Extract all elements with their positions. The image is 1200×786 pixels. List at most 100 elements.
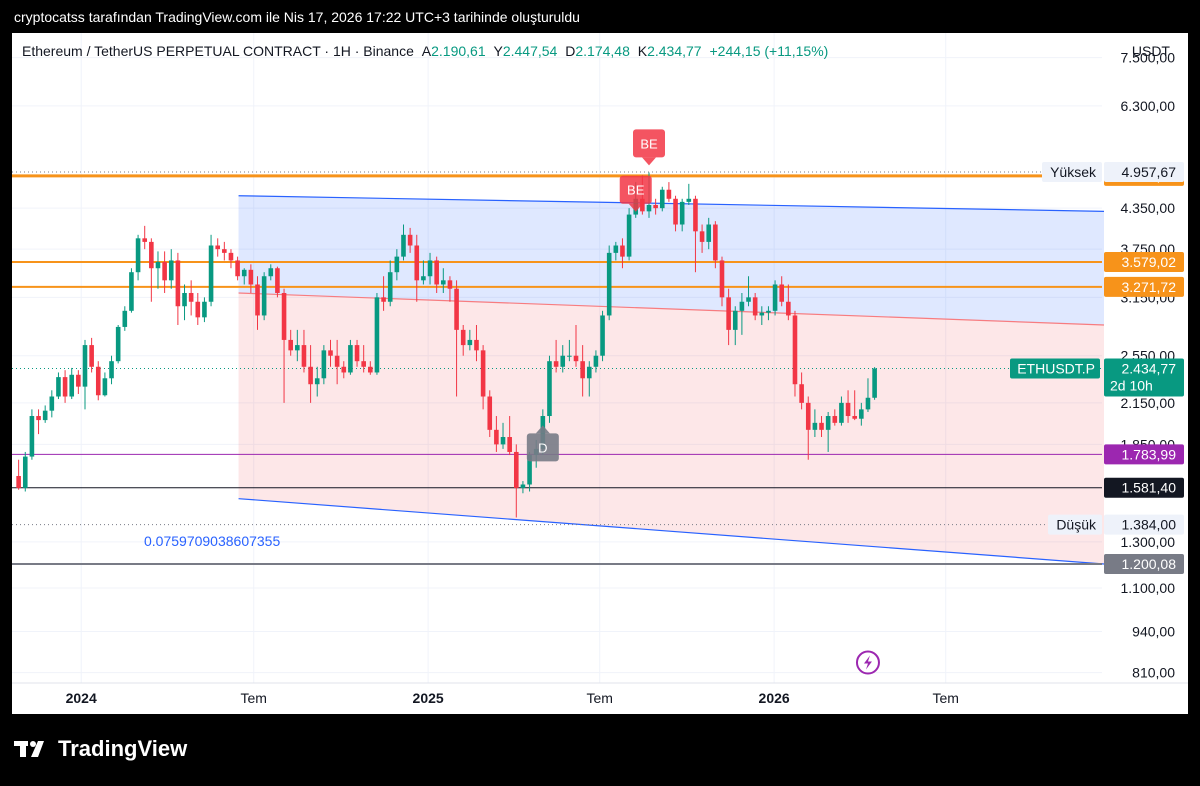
candle-body xyxy=(155,261,161,269)
candle xyxy=(447,276,453,302)
channel-top-line xyxy=(238,195,1105,212)
candle xyxy=(865,378,871,413)
candle xyxy=(268,264,274,281)
candle-body xyxy=(76,374,81,387)
price-tick-label: 1.100,00 xyxy=(1121,580,1176,596)
candle xyxy=(195,292,201,325)
signal-box xyxy=(526,433,559,462)
candle-body xyxy=(434,260,439,285)
candle-body xyxy=(832,416,838,423)
candle-body xyxy=(261,276,267,316)
candle xyxy=(414,234,420,302)
candle xyxy=(314,366,320,397)
candle xyxy=(288,329,293,356)
candle xyxy=(401,224,406,261)
candle-body xyxy=(845,402,851,417)
candle-body xyxy=(739,301,745,311)
candle xyxy=(374,292,380,375)
high-value-bg xyxy=(1104,162,1184,183)
symbol-title[interactable]: Ethereum / TetherUS PERPETUAL CONTRACT ·… xyxy=(22,43,414,59)
last-price-countdown: 2d 10h xyxy=(1110,377,1153,393)
candle-body xyxy=(686,198,692,202)
candle-body xyxy=(513,451,519,488)
candle-body xyxy=(553,361,559,367)
level-price-label: 3.271,72 xyxy=(1104,276,1184,297)
candle xyxy=(321,345,327,385)
currency-label[interactable]: USDT xyxy=(1131,43,1170,59)
candle xyxy=(686,183,692,205)
candle xyxy=(49,390,55,418)
candle-body xyxy=(646,204,652,212)
candle xyxy=(620,238,625,269)
candle-body xyxy=(62,377,68,397)
high-marker-bg xyxy=(1042,162,1102,183)
candle xyxy=(520,481,526,494)
candle xyxy=(673,195,678,232)
candle xyxy=(872,367,877,400)
candle xyxy=(494,416,499,452)
candle-body xyxy=(275,268,280,293)
candle xyxy=(155,251,161,289)
low-marker: Düşük 1.384,00 xyxy=(1048,514,1184,535)
candle-body xyxy=(394,256,400,273)
candle-body xyxy=(328,350,333,356)
chart-caption: cryptocatss tarafından TradingView.com i… xyxy=(14,9,580,25)
candle-body xyxy=(626,214,632,257)
level-price-label: 1.200,08 xyxy=(1104,553,1184,574)
candle-body xyxy=(706,224,712,242)
candle xyxy=(421,260,426,285)
candle xyxy=(261,272,267,321)
ohlc-legend: Ethereum / TetherUS PERPETUAL CONTRACT ·… xyxy=(22,43,828,59)
low-value: 2.174,48 xyxy=(575,43,630,59)
candle-body xyxy=(640,198,645,212)
candlestick-chart[interactable]: 0.0759709038607355 BE BE D 7.500,00 6.300,00 4… xyxy=(12,33,1188,714)
candle xyxy=(275,266,280,298)
candle-body xyxy=(460,329,466,346)
candle-body xyxy=(859,409,864,419)
candle xyxy=(202,297,207,323)
candle-body xyxy=(779,284,785,302)
candle-body xyxy=(208,245,214,302)
candle-body xyxy=(288,339,293,351)
candle-body xyxy=(673,198,678,225)
candle xyxy=(235,256,240,281)
candle-body xyxy=(129,272,134,311)
candle-body xyxy=(772,284,778,311)
signal-marker: BE xyxy=(633,129,665,166)
low-marker-label: Düşük xyxy=(1056,517,1097,533)
candle-body xyxy=(142,238,148,242)
level-price-label-bg xyxy=(1104,444,1184,465)
candle-body xyxy=(580,361,585,379)
time-tick-label: 2025 xyxy=(413,690,444,706)
candle-body xyxy=(606,252,612,316)
candle xyxy=(719,256,725,307)
price-tick-label: 7.500,00 xyxy=(1121,50,1176,66)
signal-label: BE xyxy=(640,136,658,151)
signal-label: BE xyxy=(627,183,645,198)
candle-body xyxy=(16,475,21,488)
candle-body xyxy=(109,361,114,379)
price-tick-label: 1.300,00 xyxy=(1121,534,1176,550)
candle-body xyxy=(202,301,207,318)
candle-body xyxy=(454,288,459,330)
close-label: K xyxy=(637,43,648,59)
chart-panel[interactable]: 0.0759709038607355 BE BE D 7.500,00 6.300,00 4… xyxy=(12,33,1188,714)
candle-body xyxy=(474,339,479,351)
candle xyxy=(606,245,612,321)
candle-body xyxy=(188,292,194,302)
candle xyxy=(142,225,148,250)
candle xyxy=(839,396,844,426)
candle-body xyxy=(222,249,227,253)
candle-body xyxy=(414,245,420,281)
candle xyxy=(547,355,552,423)
candle xyxy=(62,370,68,403)
candle xyxy=(69,367,75,400)
candle-body xyxy=(819,422,824,430)
time-tick-label: 2024 xyxy=(66,690,97,706)
candle-body xyxy=(713,224,718,261)
candle-body xyxy=(752,297,758,316)
candle xyxy=(308,345,313,403)
candle-body xyxy=(168,260,174,281)
candle-body xyxy=(49,396,55,411)
candle xyxy=(341,361,347,379)
